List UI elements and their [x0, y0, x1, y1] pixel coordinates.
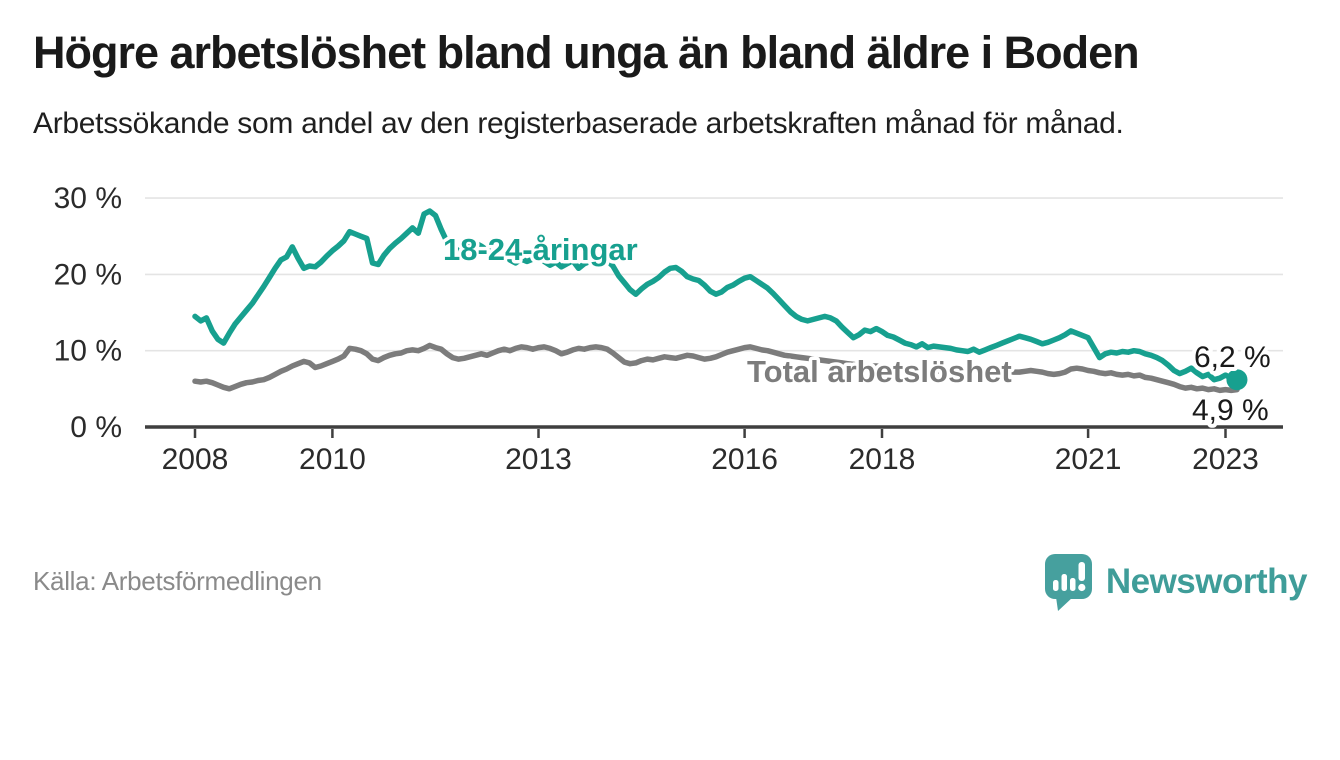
- x-axis-tick-label: 2016: [711, 443, 778, 476]
- series-label-youth: 18-24-åringar: [443, 232, 638, 267]
- y-axis-tick-label: 10 %: [54, 334, 122, 367]
- series-end-dot-youth: [1226, 368, 1248, 390]
- x-axis-tick-label: 2010: [299, 443, 366, 476]
- series-line-total: [192, 342, 1240, 393]
- x-axis-tick-label: 2021: [1055, 443, 1122, 476]
- footer: Källa: Arbetsförmedlingen Newsworthy: [33, 553, 1308, 611]
- source-note: Källa: Arbetsförmedlingen: [33, 566, 322, 596]
- series-label-total: Total arbetslöshet: [747, 354, 1012, 389]
- page-title: Högre arbetslöshet bland unga än bland ä…: [33, 27, 1140, 78]
- x-axis-tick-label: 2013: [505, 443, 572, 476]
- series-line-youth: [192, 207, 1240, 382]
- newsworthy-bubble-chart-icon: [1044, 553, 1092, 611]
- end-value-label-youth: 6,2 %: [1194, 341, 1271, 374]
- x-axis-tick-label: 2018: [849, 443, 916, 476]
- newsworthy-logo-text: Newsworthy: [1105, 561, 1308, 601]
- y-axis-tick-label: 20 %: [54, 258, 122, 291]
- y-axis-tick-label: 30 %: [54, 182, 122, 215]
- y-axis-tick-label: 0 %: [70, 411, 122, 444]
- page-subtitle: Arbetssökande som andel av den registerb…: [33, 107, 1124, 140]
- chart-canvas: 0 % 10 % 20 % 30 % 2008 2010 2013 2016 2018 2021 2…: [54, 182, 1283, 476]
- line-chart: 0 % 10 % 20 % 30 % 2008 2010 2013 2016 2018 2021 2…: [0, 157, 1340, 487]
- x-axis-tick-label: 2008: [162, 443, 229, 476]
- x-axis-tick-label: 2023: [1192, 443, 1259, 476]
- end-value-label-total: 4,9 %: [1192, 394, 1269, 427]
- newsworthy-logo: Newsworthy: [1044, 553, 1308, 611]
